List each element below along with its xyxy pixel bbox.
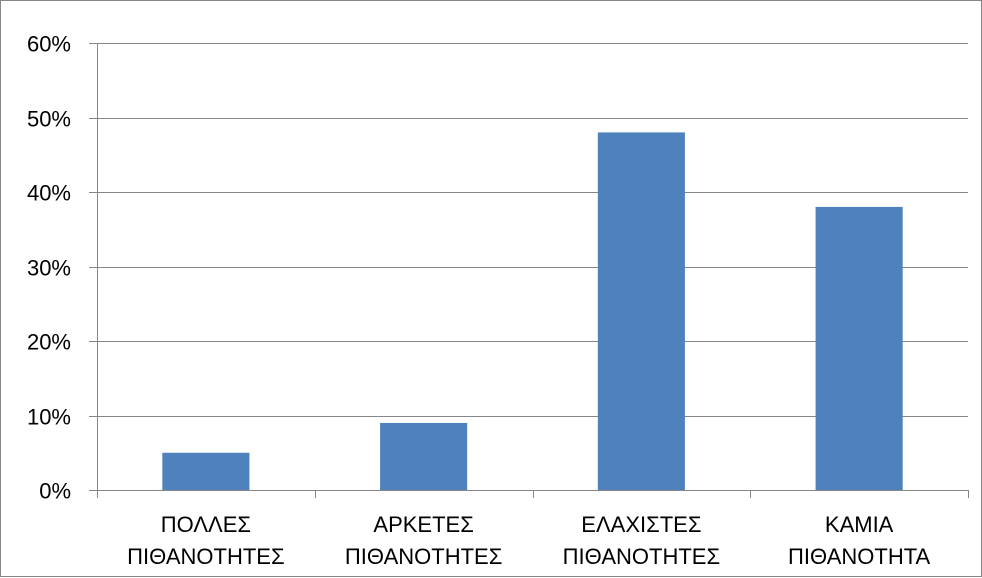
x-category-label: ΠΙΘΑΝΟΤΗΤΕΣ xyxy=(563,544,720,569)
y-tick-label: 50% xyxy=(27,107,71,132)
x-category-label: ΠΙΘΑΝΟΤΗΤΕΣ xyxy=(127,544,284,569)
x-category-label: ΚΑΜΙΑ xyxy=(825,512,894,537)
bar xyxy=(380,422,468,490)
x-category-label: ΠΙΘΑΝΟΤΗΤΑ xyxy=(788,544,931,569)
x-category-label: ΕΛΑΧΙΣΤΕΣ xyxy=(581,512,701,537)
y-tick-label: 30% xyxy=(27,256,71,281)
bar xyxy=(597,132,685,490)
x-category-label: ΠΟΛΛΕΣ xyxy=(161,512,251,537)
x-category-label: ΠΙΘΑΝΟΤΗΤΕΣ xyxy=(345,544,502,569)
y-tick-label: 40% xyxy=(27,181,71,206)
x-category-label: ΑΡΚΕΤΕΣ xyxy=(373,512,473,537)
y-tick-label: 10% xyxy=(27,405,71,430)
y-tick-label: 0% xyxy=(39,479,71,504)
bar xyxy=(162,452,250,490)
bar xyxy=(815,206,903,490)
y-tick-label: 20% xyxy=(27,330,71,355)
y-tick-label: 60% xyxy=(27,32,71,57)
